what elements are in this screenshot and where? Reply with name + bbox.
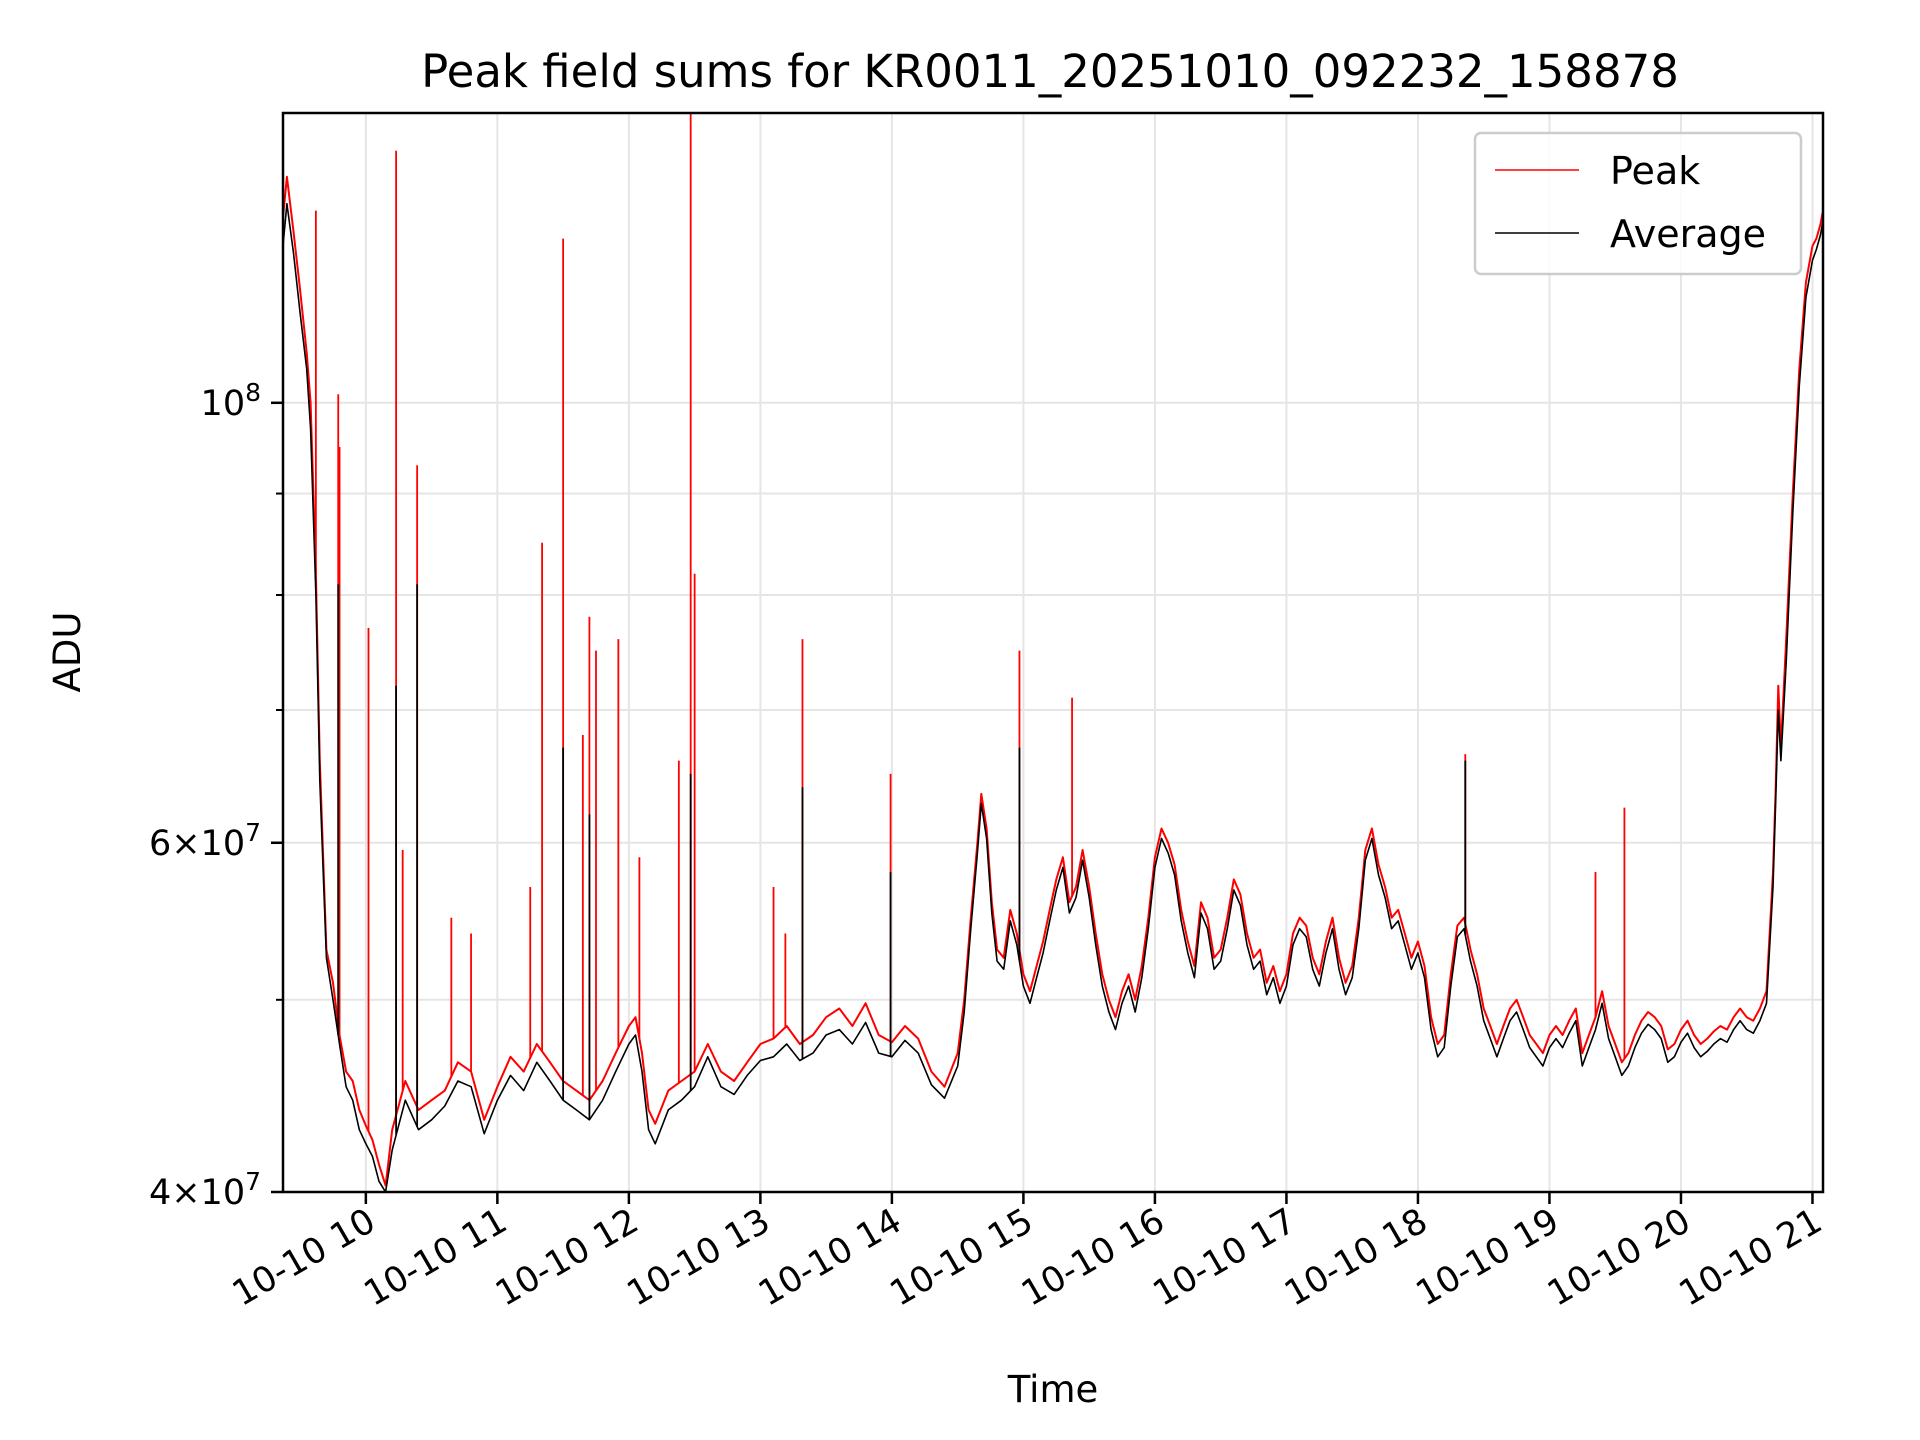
- legend-label-peak: Peak: [1610, 149, 1700, 193]
- x-axis-label: Time: [1007, 1368, 1099, 1411]
- plot-clip: [283, 113, 1823, 1192]
- y-tick-label: 6×107: [149, 818, 261, 864]
- grid-lines: [283, 113, 1823, 1193]
- y-axis: 4×107 6×107 108: [149, 378, 283, 1213]
- plot-frame: [281, 111, 1825, 1194]
- chart-title: Peak field sums for KR0011_20251010_0922…: [421, 45, 1679, 98]
- legend-label-average: Average: [1610, 212, 1766, 256]
- y-axis-label: ADU: [46, 612, 89, 693]
- series-line-average: [283, 202, 1823, 1192]
- y-tick-label: 4×107: [149, 1167, 261, 1213]
- series-line-peak: [283, 175, 1823, 1187]
- legend-box: [1473, 131, 1803, 276]
- plot-area: [283, 113, 1823, 1192]
- y-tick-label: 108: [201, 378, 261, 424]
- series-layer: [283, 113, 1823, 1192]
- legend: Peak Average: [1473, 131, 1803, 276]
